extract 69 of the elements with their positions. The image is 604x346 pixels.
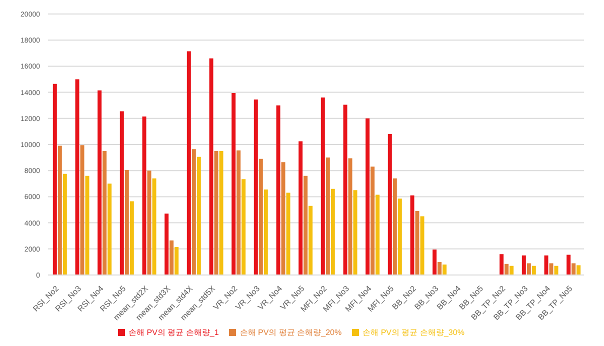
bar [192,149,196,275]
bar [526,263,531,275]
bar [242,179,246,275]
bar [58,146,62,275]
bar [370,166,375,275]
bar [232,92,236,275]
bar [304,176,308,275]
legend-label: 손해 PV의 평균 손해량_30% [362,328,464,337]
bar [320,98,325,275]
bar [80,145,84,275]
bar [420,216,424,275]
bar [258,158,263,275]
legend-label: 손해 PV의 평균 손해량_20% [240,328,342,337]
bar [196,156,201,275]
bar [147,170,152,275]
legend-label: 손해 PV의 평균 손해량_1 [128,328,219,337]
bar [214,151,218,275]
bar [85,176,90,275]
bar [392,178,397,275]
bar [500,254,504,275]
bar [108,184,112,275]
bar [554,266,558,275]
bar [174,246,179,275]
bar [326,158,330,275]
bar [572,263,576,275]
bar [236,150,241,275]
bar [308,206,313,275]
bar [415,211,420,275]
bar [276,105,280,275]
bar [186,51,191,275]
bar [343,104,348,275]
bar [264,190,268,275]
bar [142,116,146,275]
bar [376,194,380,275]
bar [544,255,548,275]
bar [442,264,447,275]
bar [52,84,57,275]
bar [281,162,286,275]
bar [152,178,156,275]
bar [62,174,67,275]
bar [330,188,335,275]
bar [388,134,392,275]
bar [254,99,258,275]
bar [576,265,581,275]
bar [566,254,571,275]
bar [124,170,129,275]
bar [209,58,214,275]
bar [286,192,290,275]
bar [102,151,107,275]
bar [170,240,174,275]
bar [522,255,526,275]
bar [75,79,80,275]
bar [130,201,134,275]
bar [398,198,402,275]
bar [549,263,554,275]
bar [532,266,536,275]
bar [164,214,169,275]
bar [120,111,124,275]
bar [98,90,102,275]
bar [348,158,352,275]
bar [366,118,370,275]
bar [353,190,358,275]
bar [510,266,514,275]
bar [298,141,303,275]
bar [219,151,224,275]
bar [438,262,442,275]
bar [432,250,437,275]
bar [410,195,414,275]
bar [504,264,509,275]
